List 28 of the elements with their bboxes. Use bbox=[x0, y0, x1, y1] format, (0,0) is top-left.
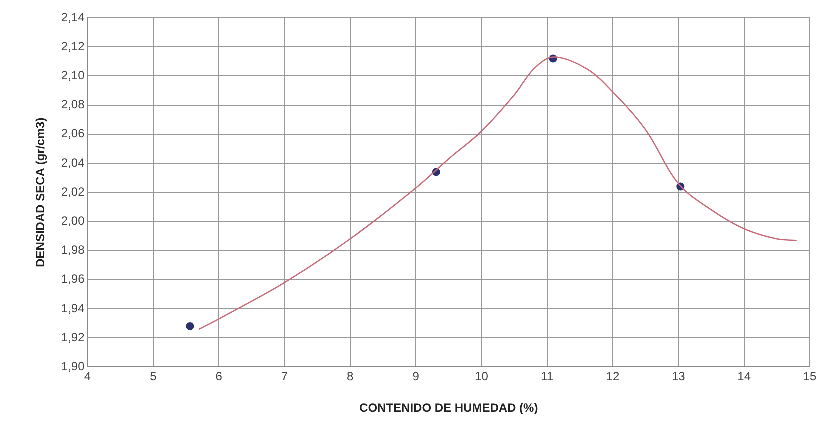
x-tick-label: 4 bbox=[84, 370, 92, 384]
y-tick-label: 2,10 bbox=[61, 68, 86, 83]
x-tick-label: 5 bbox=[150, 370, 158, 384]
x-tick-label: 15 bbox=[803, 370, 817, 384]
y-axis-title: DENSIDAD SECA (gr/cm3) bbox=[34, 118, 48, 268]
y-tick-label: 1,90 bbox=[61, 360, 86, 374]
x-tick-label: 7 bbox=[281, 370, 288, 384]
x-tick-label: 13 bbox=[672, 370, 686, 384]
y-tick-label: 1,92 bbox=[61, 330, 86, 344]
y-tick-label: 1,98 bbox=[61, 243, 86, 258]
y-tick-label: 1,94 bbox=[61, 301, 86, 316]
x-axis-title: CONTENIDO DE HUMEDAD (%) bbox=[360, 401, 538, 416]
x-tick-label: 11 bbox=[541, 370, 554, 384]
x-tick-label: 12 bbox=[606, 370, 620, 384]
y-tick-label: 2,02 bbox=[61, 184, 86, 199]
x-tick-label: 8 bbox=[347, 370, 354, 384]
x-tick-label: 14 bbox=[738, 370, 752, 384]
x-tick-label: 6 bbox=[216, 370, 223, 384]
y-tick-label: 2,04 bbox=[61, 156, 86, 170]
y-tick-label: 2,12 bbox=[61, 39, 86, 54]
x-tick-label: 10 bbox=[475, 370, 489, 384]
y-tick-label: 2,08 bbox=[61, 98, 86, 112]
y-tick-label: 1,96 bbox=[61, 272, 86, 286]
x-tick-label: 9 bbox=[412, 370, 420, 384]
y-tick-label: 2,06 bbox=[61, 126, 86, 141]
y-tick-label: 2,00 bbox=[61, 214, 86, 228]
point bbox=[186, 322, 194, 330]
y-tick-label: 2,14 bbox=[61, 10, 86, 24]
